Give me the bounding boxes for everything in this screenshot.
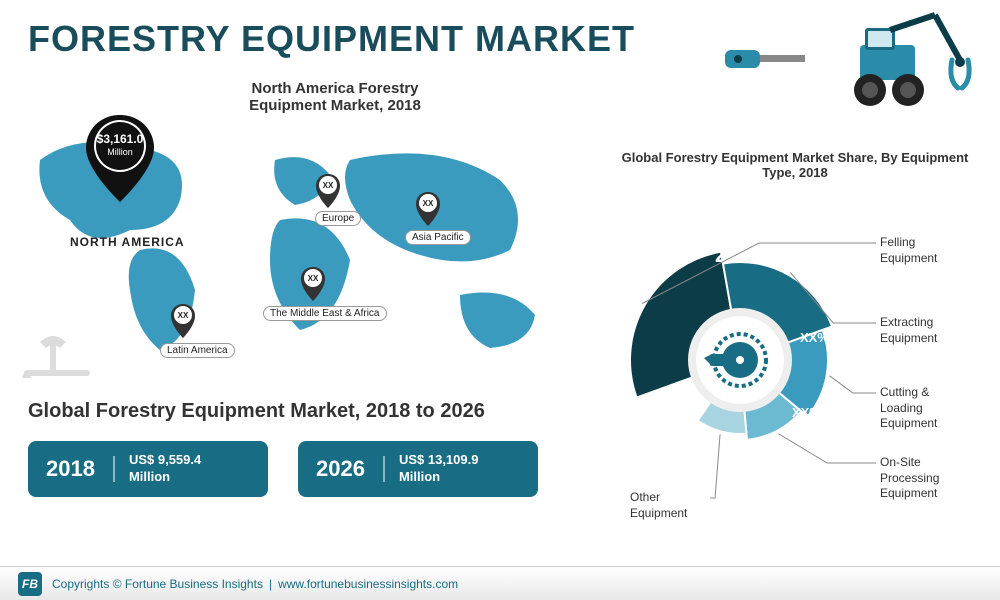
svg-text:XX: XX [178, 311, 189, 320]
donut-title: Global Forestry Equipment Market Share, … [610, 150, 980, 180]
stat-year: 2018 [46, 456, 115, 482]
donut-segment-label: OtherEquipment [630, 490, 725, 521]
tools-icon [20, 330, 105, 385]
footer-url: www.fortunebusinessinsights.com [278, 577, 458, 591]
map-title: North America Forestry Equipment Market,… [220, 80, 450, 114]
donut-segment-label: ExtractingEquipment [880, 315, 975, 346]
stat-value: US$ 9,559.4Million [129, 452, 201, 486]
donut-pct: XX% [800, 330, 829, 345]
svg-text:XX: XX [308, 274, 319, 283]
donut-segment-label: FellingEquipment [880, 235, 975, 266]
svg-text:XX: XX [423, 199, 434, 208]
map-pin-north-america: $3,161.0 Million [80, 110, 160, 210]
page-title: FORESTRY EQUIPMENT MARKET [28, 18, 635, 60]
donut-pct: 28.1% [715, 242, 777, 268]
map-pin-apac: XX [415, 190, 441, 235]
region-label-mea: The Middle East & Africa [263, 306, 387, 321]
footer: FB Copyrights © Fortune Business Insight… [0, 566, 1000, 600]
map-pin-mea: XX [300, 265, 326, 310]
donut-section: Global Forestry Equipment Market Share, … [610, 150, 980, 530]
stat-year: 2026 [316, 456, 385, 482]
donut-segment-label: On-Site ProcessingEquipment [880, 455, 975, 502]
map-section: North America Forestry Equipment Market,… [20, 80, 580, 380]
footer-copyright: Copyrights © Fortune Business Insights [52, 577, 263, 591]
stat-value: US$ 13,109.9Million [399, 452, 479, 486]
stat-box-2026: 2026 US$ 13,109.9Million [298, 441, 538, 497]
region-label-north-america: NORTH AMERICA [70, 235, 185, 249]
donut-pct: XX% [740, 458, 769, 473]
donut-pct: XX% [675, 442, 704, 457]
stat-box-2018: 2018 US$ 9,559.4Million [28, 441, 268, 497]
region-label-latin-america: Latin America [160, 343, 235, 358]
donut-segment-label: Cutting & LoadingEquipment [880, 385, 975, 432]
global-market-title: Global Forestry Equipment Market, 2018 t… [28, 400, 588, 423]
region-label-apac: Asia Pacific [405, 230, 471, 245]
svg-text:Million: Million [107, 147, 133, 157]
map-pin-latin-america: XX [170, 302, 196, 347]
donut-pct: XX% [792, 405, 821, 420]
footer-logo-icon: FB [18, 572, 42, 596]
forestry-machine-illustration [720, 10, 980, 120]
region-label-europe: Europe [315, 211, 361, 226]
svg-text:XX: XX [323, 181, 334, 190]
svg-text:$3,161.0: $3,161.0 [97, 132, 144, 146]
global-market-section: Global Forestry Equipment Market, 2018 t… [28, 400, 588, 497]
